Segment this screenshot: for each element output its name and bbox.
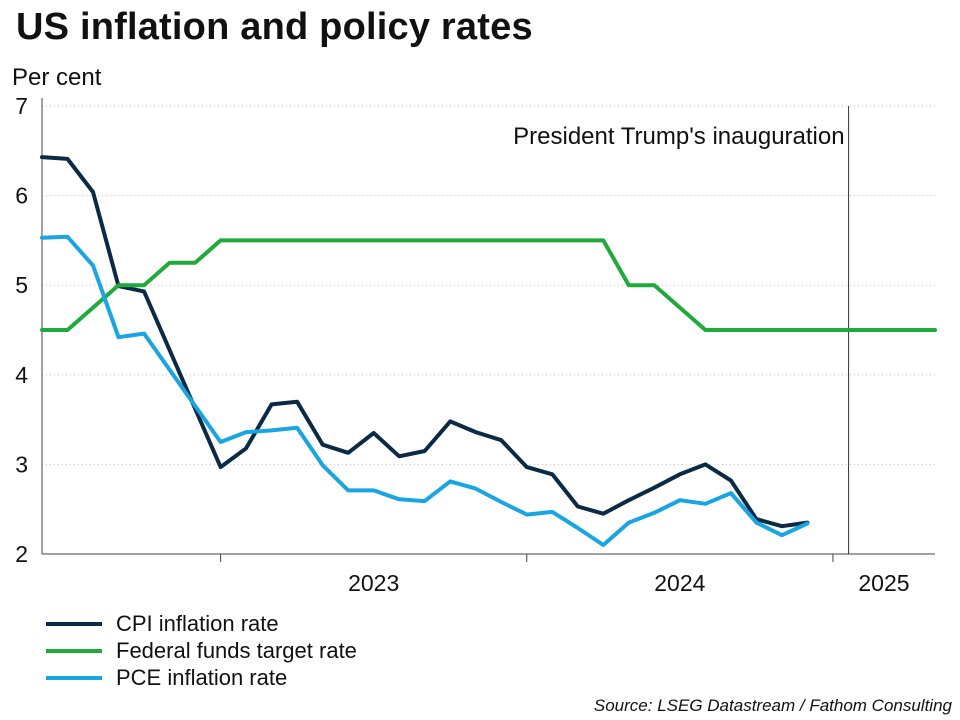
- inauguration-label: President Trump's inauguration: [513, 123, 844, 150]
- legend-swatch-cpi: [46, 621, 102, 626]
- y-tick-label-6: 6: [15, 183, 28, 209]
- x-tick-label-2023: 2023: [348, 570, 399, 596]
- legend-label-fed-funds: Federal funds target rate: [116, 637, 357, 663]
- source-note: Source: LSEG Datastream / Fathom Consult…: [593, 696, 952, 715]
- x-tick-label-2025: 2025: [858, 570, 909, 596]
- series-line-pce-inflation-rate: [40, 234, 810, 547]
- series-layer: [40, 155, 937, 547]
- legend-item-fed-funds: Federal funds target rate: [46, 637, 357, 664]
- annotation-layer: President Trump's inauguration: [513, 106, 850, 554]
- x-tick-label-2024: 2024: [654, 570, 705, 596]
- y-axis-unit-label: Per cent: [12, 64, 102, 91]
- y-tick-label-2: 2: [15, 541, 28, 567]
- gridlines: [42, 105, 935, 465]
- y-axis-ticks: 2 3 4 5 6 7: [15, 93, 28, 567]
- chart-title: US inflation and policy rates: [16, 6, 533, 48]
- line-chart: Per cent 2 3 4 5 6 7 2023 2024 2025 President T…: [12, 64, 937, 596]
- y-tick-label-3: 3: [15, 451, 28, 477]
- axes: [41, 98, 935, 555]
- legend-swatch-pce: [46, 675, 102, 680]
- legend: CPI inflation rate Federal funds target …: [46, 610, 357, 691]
- y-tick-label-5: 5: [15, 272, 28, 298]
- legend-item-cpi: CPI inflation rate: [46, 610, 357, 637]
- legend-swatch-fed-funds: [46, 648, 102, 653]
- series-line-cpi-inflation-rate: [40, 155, 810, 529]
- x-axis-ticks: 2023 2024 2025: [220, 554, 910, 596]
- legend-label-cpi: CPI inflation rate: [116, 610, 279, 636]
- y-tick-label-4: 4: [15, 362, 28, 388]
- series-line-federal-funds-target-rate: [40, 238, 937, 332]
- legend-item-pce: PCE inflation rate: [46, 664, 357, 691]
- y-tick-label-7: 7: [15, 93, 28, 119]
- legend-label-pce: PCE inflation rate: [116, 664, 288, 690]
